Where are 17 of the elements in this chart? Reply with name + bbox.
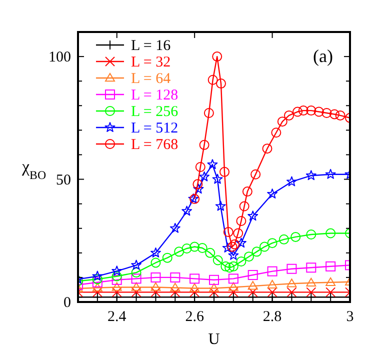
x-tick-label: 2.6 [185, 309, 204, 325]
legend-label: L = 16 [131, 38, 172, 54]
x-tick-label: 3 [346, 309, 354, 325]
y-axis-title: χ$_{BO}$ [21, 157, 46, 182]
annotation: (a) [313, 46, 333, 66]
y-tick-label: 100 [48, 50, 71, 66]
x-tick-label: 2.8 [262, 309, 282, 325]
x-tick-label: 2.4 [107, 309, 127, 325]
y-tick-label: 50 [56, 172, 71, 188]
legend-label: L = 128 [131, 88, 178, 104]
legend-label: L = 768 [131, 137, 178, 153]
legend-label: L = 512 [131, 120, 178, 136]
legend-label: L = 256 [131, 104, 179, 120]
y-tick-label: 0 [64, 295, 71, 311]
legend-label: L = 64 [131, 71, 172, 87]
x-axis-title: U [208, 331, 220, 348]
legend-label: L = 32 [131, 54, 171, 70]
